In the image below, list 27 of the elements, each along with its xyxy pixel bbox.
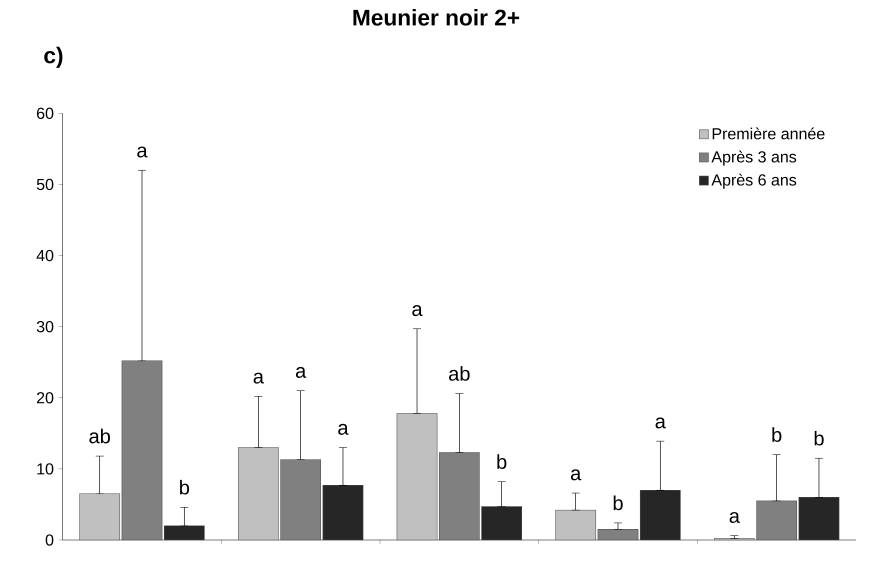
y-tick-label: 10 (37, 463, 54, 475)
y-tick-label: 20 (36, 392, 54, 404)
chart-title: Meunier noir 2+ (353, 9, 520, 26)
legend-label: Après 6 ans (711, 174, 796, 189)
annotation: a (254, 372, 264, 384)
y-tick-label: 0 (46, 534, 54, 546)
annotation: b (814, 430, 824, 446)
annotation: a (137, 146, 148, 158)
annotation: a (730, 512, 740, 523)
chart-subtitle: c) (44, 46, 62, 68)
annotation: ab (89, 428, 110, 444)
annotation: a (296, 367, 306, 378)
annotation: b (180, 480, 190, 495)
y-tick-label: 40 (36, 250, 54, 262)
annotation: b (497, 454, 506, 469)
y-tick-label: 50 (36, 178, 54, 190)
annotation: a (570, 469, 582, 480)
annotation: b (614, 496, 623, 510)
y-tick-label: 30 (36, 321, 54, 332)
y-tick-label: 60 (36, 108, 54, 119)
legend-label: Après 3 ans (711, 150, 796, 166)
annotation: b (772, 427, 782, 442)
legend-label: Première année (712, 127, 824, 140)
annotation: a (412, 305, 423, 316)
annotation: a (338, 424, 349, 435)
annotation: a (656, 417, 666, 428)
annotation: ab (449, 366, 470, 381)
